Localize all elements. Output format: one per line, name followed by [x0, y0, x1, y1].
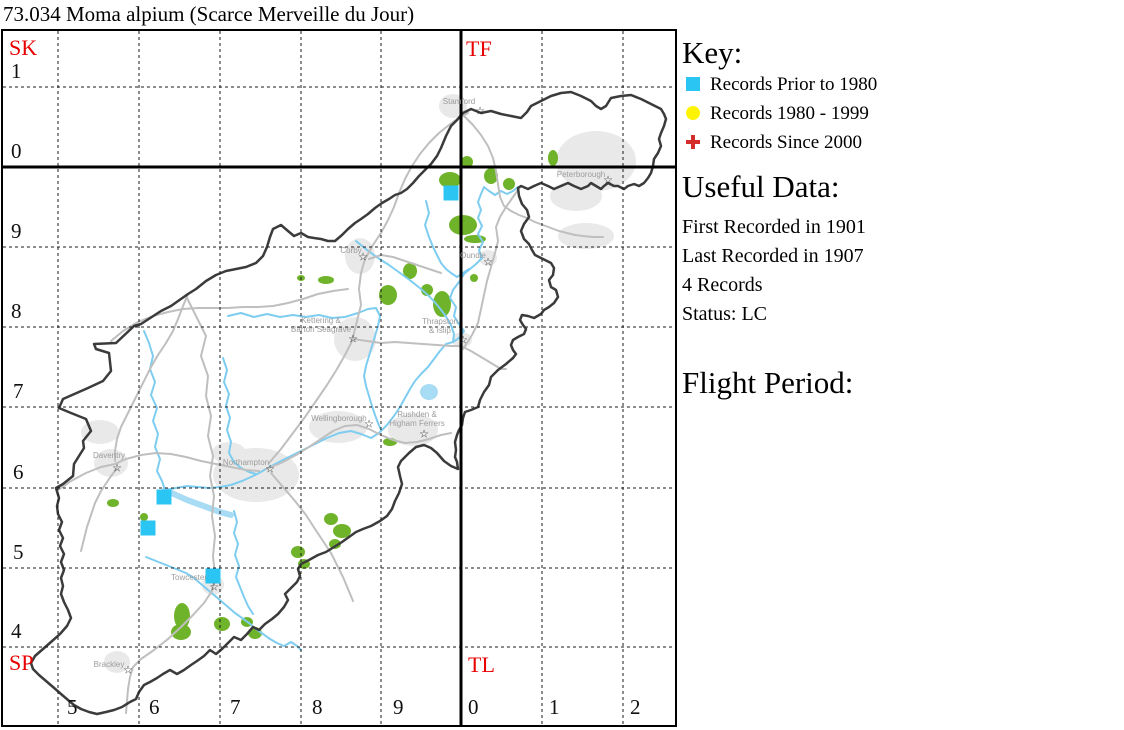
legend-label: Records Prior to 1980	[710, 74, 878, 95]
first-recorded-line: First Recorded in 1901	[682, 216, 866, 238]
legend-label: Records 1980 - 1999	[710, 103, 869, 124]
legend-cross-icon	[686, 135, 700, 149]
roads	[57, 112, 604, 714]
key-heading: Key:	[682, 35, 743, 70]
record-count-line: 4 Records	[682, 274, 763, 296]
page-title: 73.034 Moma alpium (Scarce Merveille du …	[3, 2, 415, 26]
record-marker-pre-1980	[443, 185, 459, 201]
legend-square-icon	[686, 77, 700, 91]
county-map-svg	[3, 31, 675, 725]
useful-data-heading: Useful Data:	[682, 169, 840, 204]
flight-period-heading: Flight Period:	[682, 365, 854, 400]
grid-lines	[3, 31, 675, 725]
record-marker-pre-1980	[140, 520, 156, 536]
woodland	[107, 150, 558, 640]
county-boundary	[29, 90, 668, 716]
record-marker-pre-1980	[205, 568, 221, 584]
urban-areas	[81, 94, 636, 673]
record-markers	[140, 185, 459, 584]
legend-circle-icon	[686, 106, 700, 120]
distribution-map: SK TF SP TL 1 0 9 8 7 6 5 4 5 6 7 8 9 0 1 2 Stamford ☆ Peterbo…	[1, 29, 677, 727]
useful-data-lines: First Recorded in 1901 Last Recorded in …	[682, 213, 866, 329]
status-line: Status: LC	[682, 303, 768, 325]
info-panel: Key: Records Prior to 1980 Records 1980 -…	[678, 30, 1122, 728]
last-recorded-line: Last Recorded in 1907	[682, 245, 864, 267]
record-marker-pre-1980	[156, 489, 172, 505]
legend-label: Records Since 2000	[710, 132, 862, 153]
